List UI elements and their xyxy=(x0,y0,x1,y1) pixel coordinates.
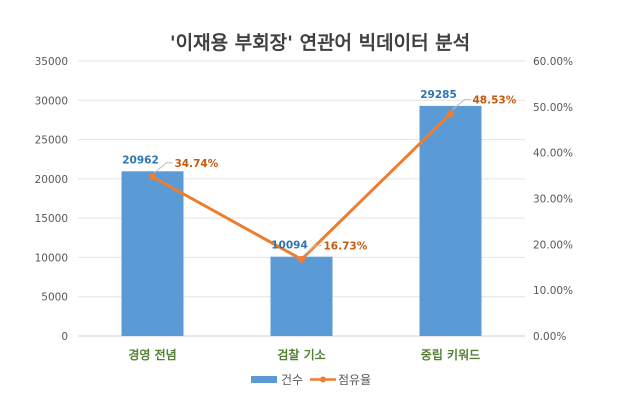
bar-data-label: 20962 xyxy=(122,154,159,166)
line-marker xyxy=(298,255,305,263)
legend-label-line: 점유율 xyxy=(338,373,371,387)
left-tick-label: 25000 xyxy=(35,135,68,147)
leader-line xyxy=(303,244,322,256)
line-marker xyxy=(149,173,156,181)
line-data-label: 48.53% xyxy=(473,95,517,107)
right-tick-label: 50.00% xyxy=(533,102,573,114)
line-series xyxy=(149,110,454,263)
left-axis: 0 5000 10000 15000 20000 25000 30000 35000 xyxy=(35,56,68,343)
legend-swatch-bar xyxy=(251,376,277,383)
legend-marker-line xyxy=(320,376,326,383)
bar-data-label: 10094 xyxy=(271,240,308,252)
right-tick-label: 30.00% xyxy=(533,194,573,206)
left-tick-label: 5000 xyxy=(41,292,68,304)
line-path xyxy=(151,112,452,262)
right-tick-label: 10.00% xyxy=(533,285,573,297)
right-axis: 0.00% 10.00% 20.00% 30.00% 40.00% 50.00% 60.00… xyxy=(533,56,573,343)
left-tick-label: 0 xyxy=(61,331,68,343)
data-labels: 20962 34.74% 10094 16.73% 29285 48.53% xyxy=(122,89,517,256)
bar xyxy=(121,171,184,336)
right-tick-label: 40.00% xyxy=(533,148,573,160)
left-tick-label: 20000 xyxy=(35,174,68,186)
line-data-label: 16.73% xyxy=(324,240,368,252)
line-data-label: 34.74% xyxy=(175,158,219,170)
category-label: 경영 전념 xyxy=(128,347,176,362)
left-tick-label: 30000 xyxy=(35,95,68,107)
right-tick-label: 20.00% xyxy=(533,239,573,251)
category-label: 중립 키워드 xyxy=(421,347,480,362)
leader-line xyxy=(452,99,471,110)
left-tick-label: 35000 xyxy=(35,56,68,68)
bar xyxy=(270,256,333,336)
left-tick-label: 15000 xyxy=(35,213,68,225)
bar-series xyxy=(121,105,482,337)
leader-line xyxy=(154,162,173,174)
bar xyxy=(419,105,482,337)
left-tick-label: 10000 xyxy=(35,252,68,264)
legend: 건수 점유율 xyxy=(251,373,371,387)
right-tick-label: 60.00% xyxy=(533,56,573,68)
bar-data-label: 29285 xyxy=(420,89,457,101)
legend-label-bar: 건수 xyxy=(281,373,303,387)
line-marker xyxy=(447,110,454,118)
right-tick-label: 0.00% xyxy=(533,331,566,343)
category-axis: 경영 전념 검찰 기소 중립 키워드 xyxy=(128,347,480,362)
category-label: 검찰 기소 xyxy=(277,347,325,362)
chart-title: '이재용 부회장' 연관어 빅데이터 분석 xyxy=(170,32,470,54)
